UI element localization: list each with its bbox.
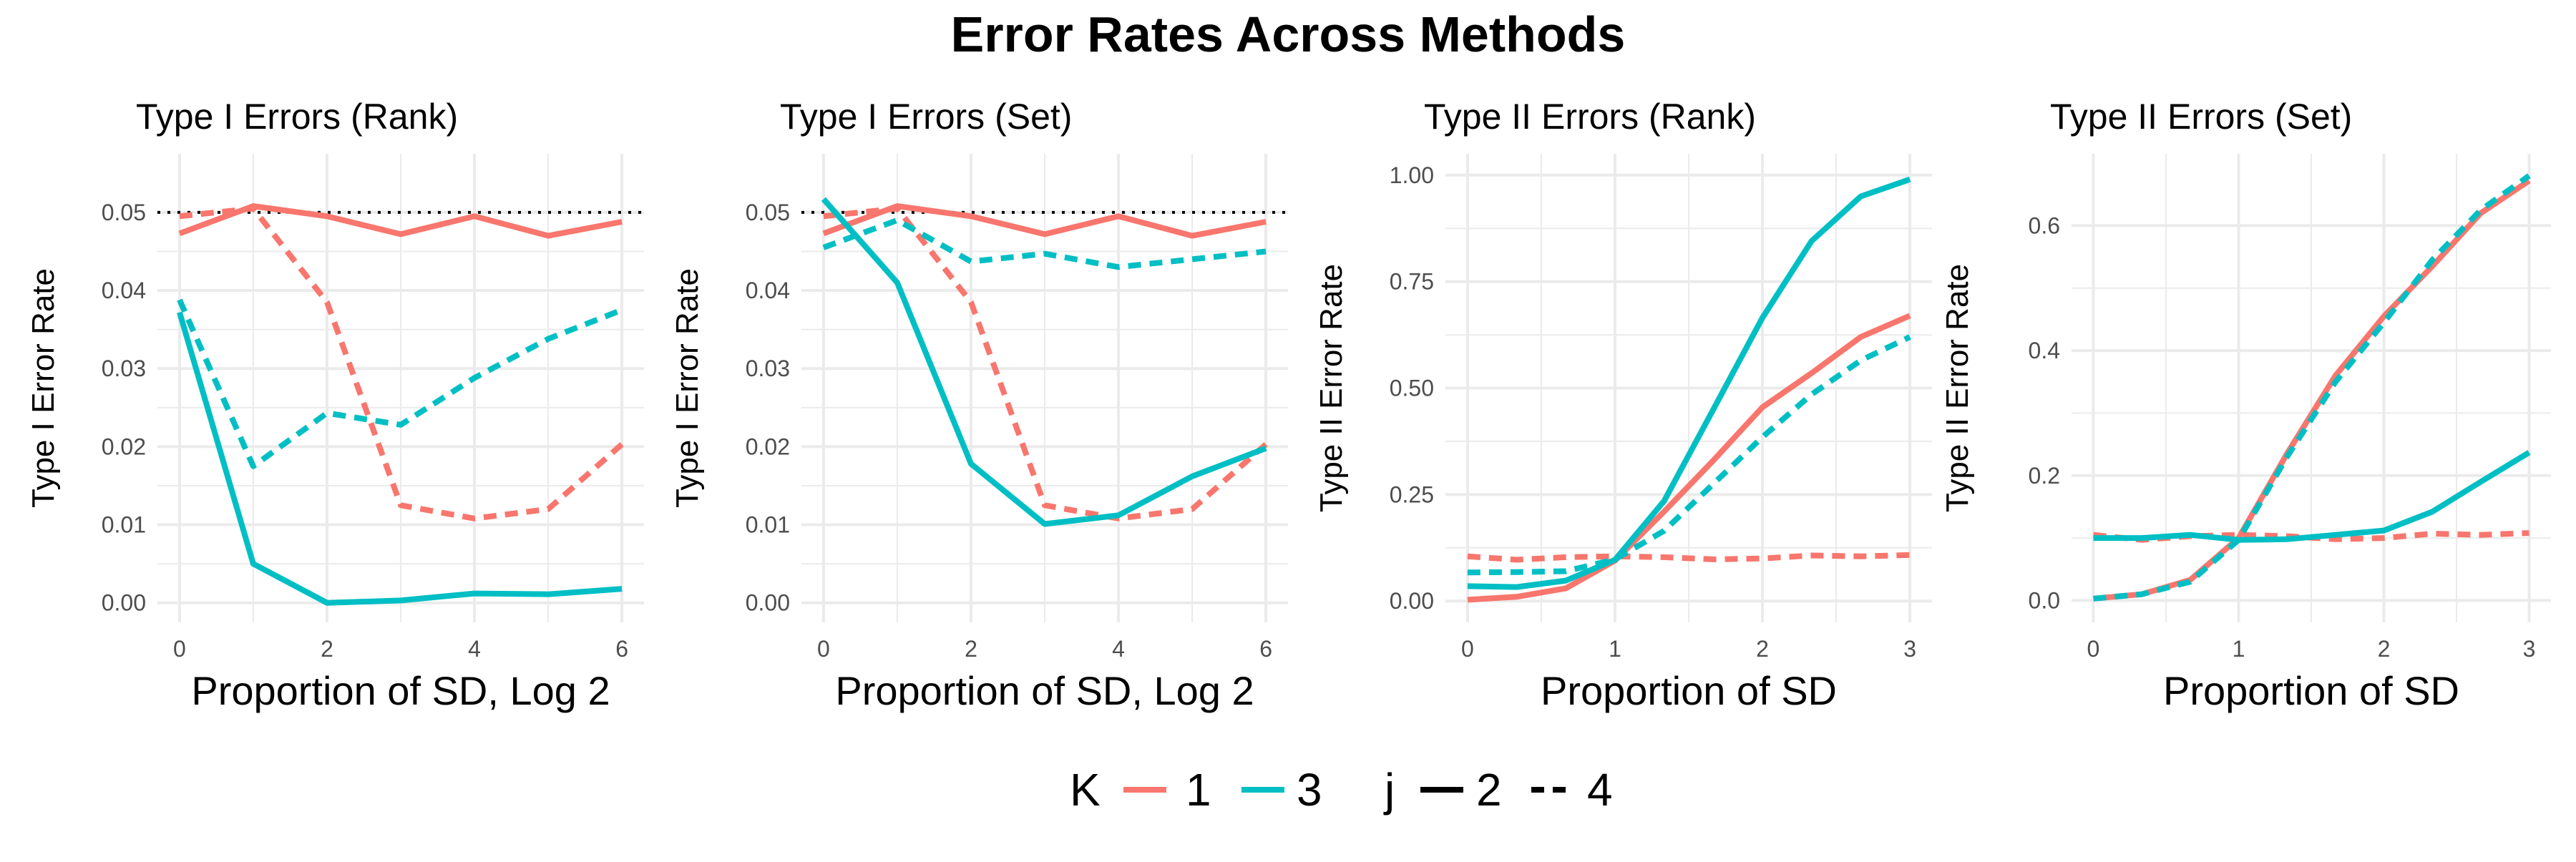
x-tick-label: 0: [173, 636, 186, 662]
series-line-K3-j2: [1467, 176, 1911, 590]
legend-linetype-title: j: [1383, 764, 1395, 816]
y-tick-label: 0.00: [102, 590, 146, 616]
legend-color-title: K: [1070, 764, 1101, 816]
figure-title: Error Rates Across Methods: [951, 6, 1626, 62]
y-tick-label: 0.25: [1390, 481, 1434, 507]
legend-label-j4: 4: [1587, 764, 1613, 816]
x-tick-label: 2: [321, 636, 333, 662]
series-line-K3-j4: [822, 217, 1267, 270]
minor-grid: [157, 154, 644, 622]
y-tick-label: 0.50: [1390, 376, 1434, 401]
panel-title: Type II Errors (Rank): [1424, 97, 1756, 137]
y-tick-label: 0.4: [2029, 338, 2060, 363]
x-tick-label: 3: [1903, 636, 1916, 662]
x-tick-label: 1: [2233, 636, 2245, 662]
series-line-K3-j2: [177, 311, 623, 606]
x-axis-title: Proportion of SD: [1541, 668, 1837, 713]
y-tick-label: 0.01: [102, 512, 146, 538]
y-tick-label: 0.03: [746, 356, 790, 381]
y-tick-label: 0.02: [102, 434, 146, 459]
x-tick-label: 4: [1112, 636, 1125, 662]
x-tick-label: 0: [2087, 636, 2100, 662]
legend-label-K3: 3: [1297, 764, 1322, 816]
series-line-K3-j2: [2093, 450, 2531, 543]
series-line-K1-j4: [823, 205, 1268, 521]
y-tick-label: 0.02: [746, 434, 790, 459]
panel-title: Type I Errors (Rank): [136, 97, 458, 137]
minor-grid: [2072, 154, 2551, 622]
panel-1: 0.00 0.01 0.02 0.03 0.04 0.05 0 2 4 6 Type I Error…: [26, 97, 644, 713]
y-tick-label: 0.05: [746, 200, 790, 225]
series-line-K3-j2: [821, 197, 1267, 527]
x-tick-label: 0: [817, 636, 830, 662]
panel-3: 0.00 0.25 0.50 0.75 1.00 0 1 2 3 Type II Errors (…: [1314, 97, 1932, 713]
legend-label-K1: 1: [1186, 764, 1211, 816]
series-line-K3-j4: [2093, 173, 2531, 602]
y-tick-label: 0.05: [102, 200, 146, 225]
x-axis-title: Proportion of SD: [2163, 668, 2459, 713]
x-tick-label: 2: [965, 636, 977, 662]
x-tick-label: 2: [1756, 636, 1769, 662]
minor-grid: [801, 154, 1288, 622]
y-tick-label: 0.04: [746, 278, 790, 303]
y-axis-title: Type I Error Rate: [26, 268, 61, 508]
x-tick-label: 4: [468, 636, 481, 662]
panel-title: Type II Errors (Set): [2050, 97, 2352, 137]
x-tick-label: 3: [2523, 636, 2536, 662]
panel-title: Type I Errors (Set): [780, 97, 1072, 137]
series-line-K1-j4: [1467, 552, 1911, 563]
x-axis-title: Proportion of SD, Log 2: [835, 668, 1254, 713]
y-tick-label: 0.0: [2029, 587, 2060, 613]
x-tick-label: 2: [2378, 636, 2391, 662]
legend: K 1 3 j 2 4: [1070, 764, 1613, 816]
x-tick-label: 0: [1461, 636, 1474, 662]
y-tick-label: 0.04: [102, 278, 146, 303]
x-tick-label: 6: [1259, 636, 1272, 662]
y-tick-label: 0.2: [2029, 463, 2060, 489]
series-line-K3-j4: [177, 298, 623, 469]
legend-label-j2: 2: [1476, 764, 1502, 816]
y-tick-label: 0.6: [2029, 212, 2060, 238]
x-tick-label: 1: [1609, 636, 1621, 662]
y-axis-title: Type II Error Rate: [1940, 264, 1975, 512]
y-tick-label: 0.00: [746, 590, 790, 616]
y-axis-title: Type I Error Rate: [670, 268, 705, 508]
x-axis-title: Proportion of SD, Log 2: [191, 668, 610, 713]
series-line-K1-j2: [1467, 313, 1911, 603]
x-tick-label: 6: [615, 636, 628, 662]
minor-grid: [1445, 154, 1932, 622]
y-tick-label: 0.00: [1390, 588, 1434, 614]
panel-4: 0.0 0.2 0.4 0.6 0 1 2 3 Type II Errors (Set) Prop…: [1940, 97, 2551, 713]
y-tick-label: 0.01: [746, 512, 790, 538]
y-tick-label: 0.75: [1390, 269, 1434, 295]
series-line-K3-j4: [1467, 334, 1911, 576]
series-line-K1-j4: [179, 205, 624, 521]
panel-2: 0.00 0.01 0.02 0.03 0.04 0.05 0 2 4 6 Type I Error…: [670, 97, 1288, 713]
y-tick-label: 0.03: [102, 356, 146, 381]
y-axis-title: Type II Error Rate: [1314, 264, 1349, 512]
y-tick-label: 1.00: [1390, 162, 1434, 188]
